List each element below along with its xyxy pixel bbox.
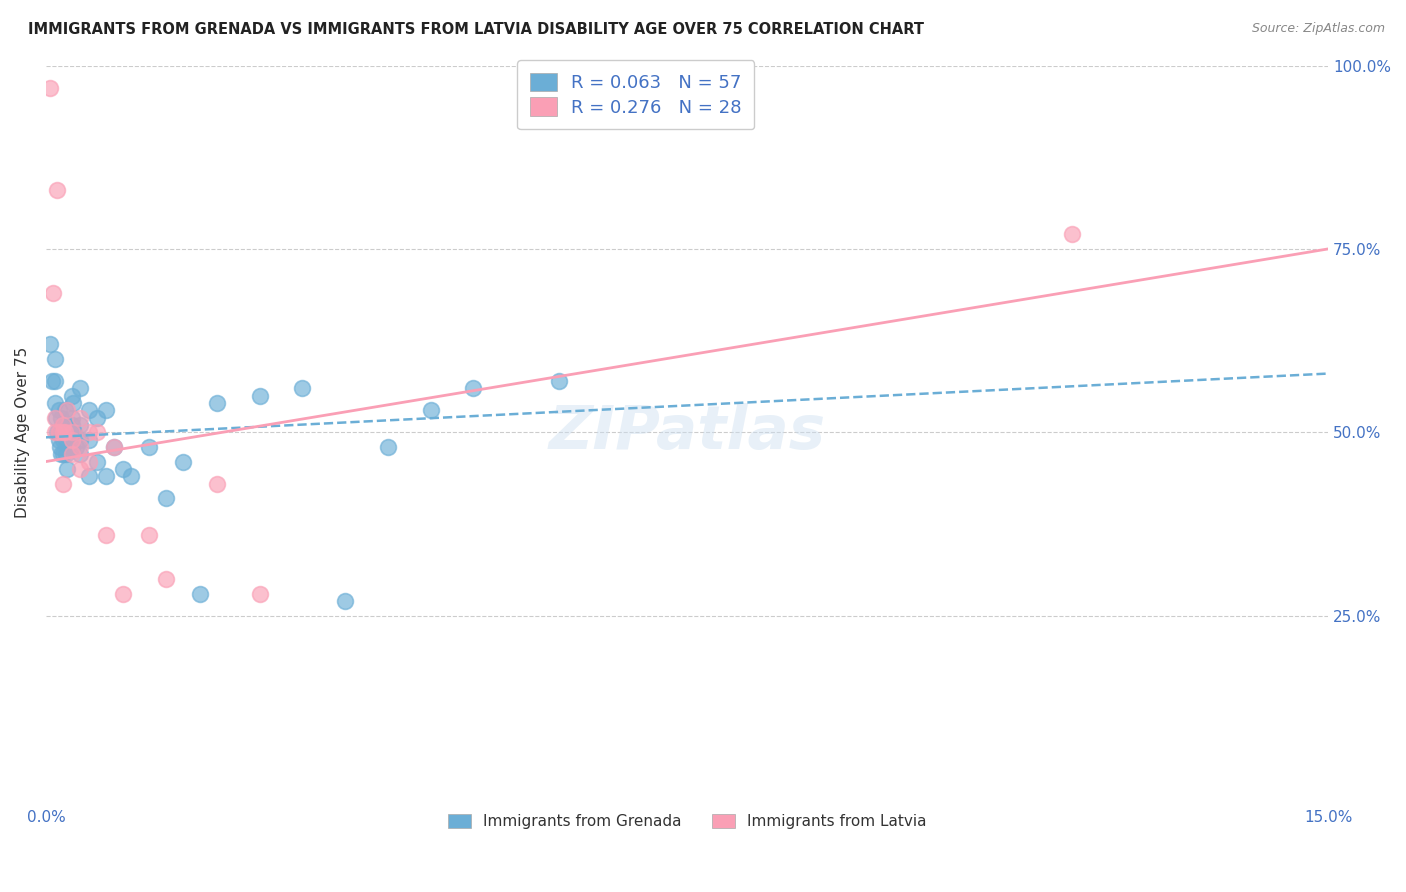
Point [69, 447, 91, 461]
Point [48, 440, 70, 454]
Point [69, 440, 91, 454]
Text: Source: ZipAtlas.com: Source: ZipAtlas.com [1251, 22, 1385, 36]
Point [77, 433, 100, 447]
Point [1060, 227, 1083, 242]
Point [49, 410, 72, 425]
Point [463, 381, 485, 395]
Point [55, 433, 77, 447]
Point [77, 469, 100, 483]
Point [103, 440, 125, 454]
Point [172, 454, 194, 468]
Point [111, 462, 134, 476]
Point [46, 425, 69, 440]
Point [58, 425, 80, 440]
Point [60, 410, 83, 425]
Point [94, 403, 117, 417]
Point [51, 447, 73, 461]
Point [86, 454, 108, 468]
Point [377, 440, 399, 454]
Point [60, 440, 83, 454]
Point [62, 396, 84, 410]
Point [69, 410, 91, 425]
Point [205, 396, 228, 410]
Point [69, 381, 91, 395]
Point [333, 594, 356, 608]
Point [63, 425, 86, 440]
Point [52, 417, 75, 432]
Point [53, 403, 76, 417]
Point [77, 425, 100, 440]
Point [53, 425, 76, 440]
Point [44, 410, 66, 425]
Point [44, 396, 66, 410]
Point [48, 425, 70, 440]
Point [52, 425, 75, 440]
Point [42, 285, 65, 300]
Point [155, 572, 177, 586]
Point [48, 433, 70, 447]
Point [60, 425, 83, 440]
Point [205, 476, 228, 491]
Point [39, 337, 62, 351]
Point [60, 433, 83, 447]
Point [94, 528, 117, 542]
Point [53, 417, 76, 432]
Point [69, 462, 91, 476]
Point [56, 403, 79, 417]
Point [46, 183, 69, 197]
Point [86, 425, 108, 440]
Point [77, 403, 100, 417]
Point [44, 351, 66, 366]
Point [45, 410, 67, 425]
Point [188, 586, 211, 600]
Point [65, 440, 87, 454]
Point [86, 410, 108, 425]
Point [55, 447, 77, 461]
Point [120, 469, 142, 483]
Point [39, 80, 62, 95]
Point [77, 454, 100, 468]
Point [44, 374, 66, 388]
Text: IMMIGRANTS FROM GRENADA VS IMMIGRANTS FROM LATVIA DISABILITY AGE OVER 75 CORRELA: IMMIGRANTS FROM GRENADA VS IMMIGRANTS FR… [28, 22, 924, 37]
Point [291, 381, 314, 395]
Point [249, 388, 271, 402]
Point [52, 447, 75, 461]
Point [103, 440, 125, 454]
Point [94, 469, 117, 483]
Point [44, 425, 66, 440]
Point [138, 440, 160, 454]
Point [155, 491, 177, 506]
Point [52, 476, 75, 491]
Point [56, 462, 79, 476]
Point [41, 374, 63, 388]
Point [249, 586, 271, 600]
Point [547, 374, 569, 388]
Point [60, 425, 83, 440]
Point [60, 388, 83, 402]
Point [138, 528, 160, 542]
Point [52, 425, 75, 440]
Y-axis label: Disability Age Over 75: Disability Age Over 75 [15, 347, 30, 518]
Text: ZIPatlas: ZIPatlas [548, 402, 825, 462]
Point [52, 433, 75, 447]
Point [52, 417, 75, 432]
Point [60, 447, 83, 461]
Point [111, 586, 134, 600]
Point [69, 433, 91, 447]
Point [60, 417, 83, 432]
Legend: Immigrants from Grenada, Immigrants from Latvia: Immigrants from Grenada, Immigrants from… [441, 808, 932, 835]
Point [48, 403, 70, 417]
Point [419, 403, 441, 417]
Point [69, 417, 91, 432]
Point [48, 425, 70, 440]
